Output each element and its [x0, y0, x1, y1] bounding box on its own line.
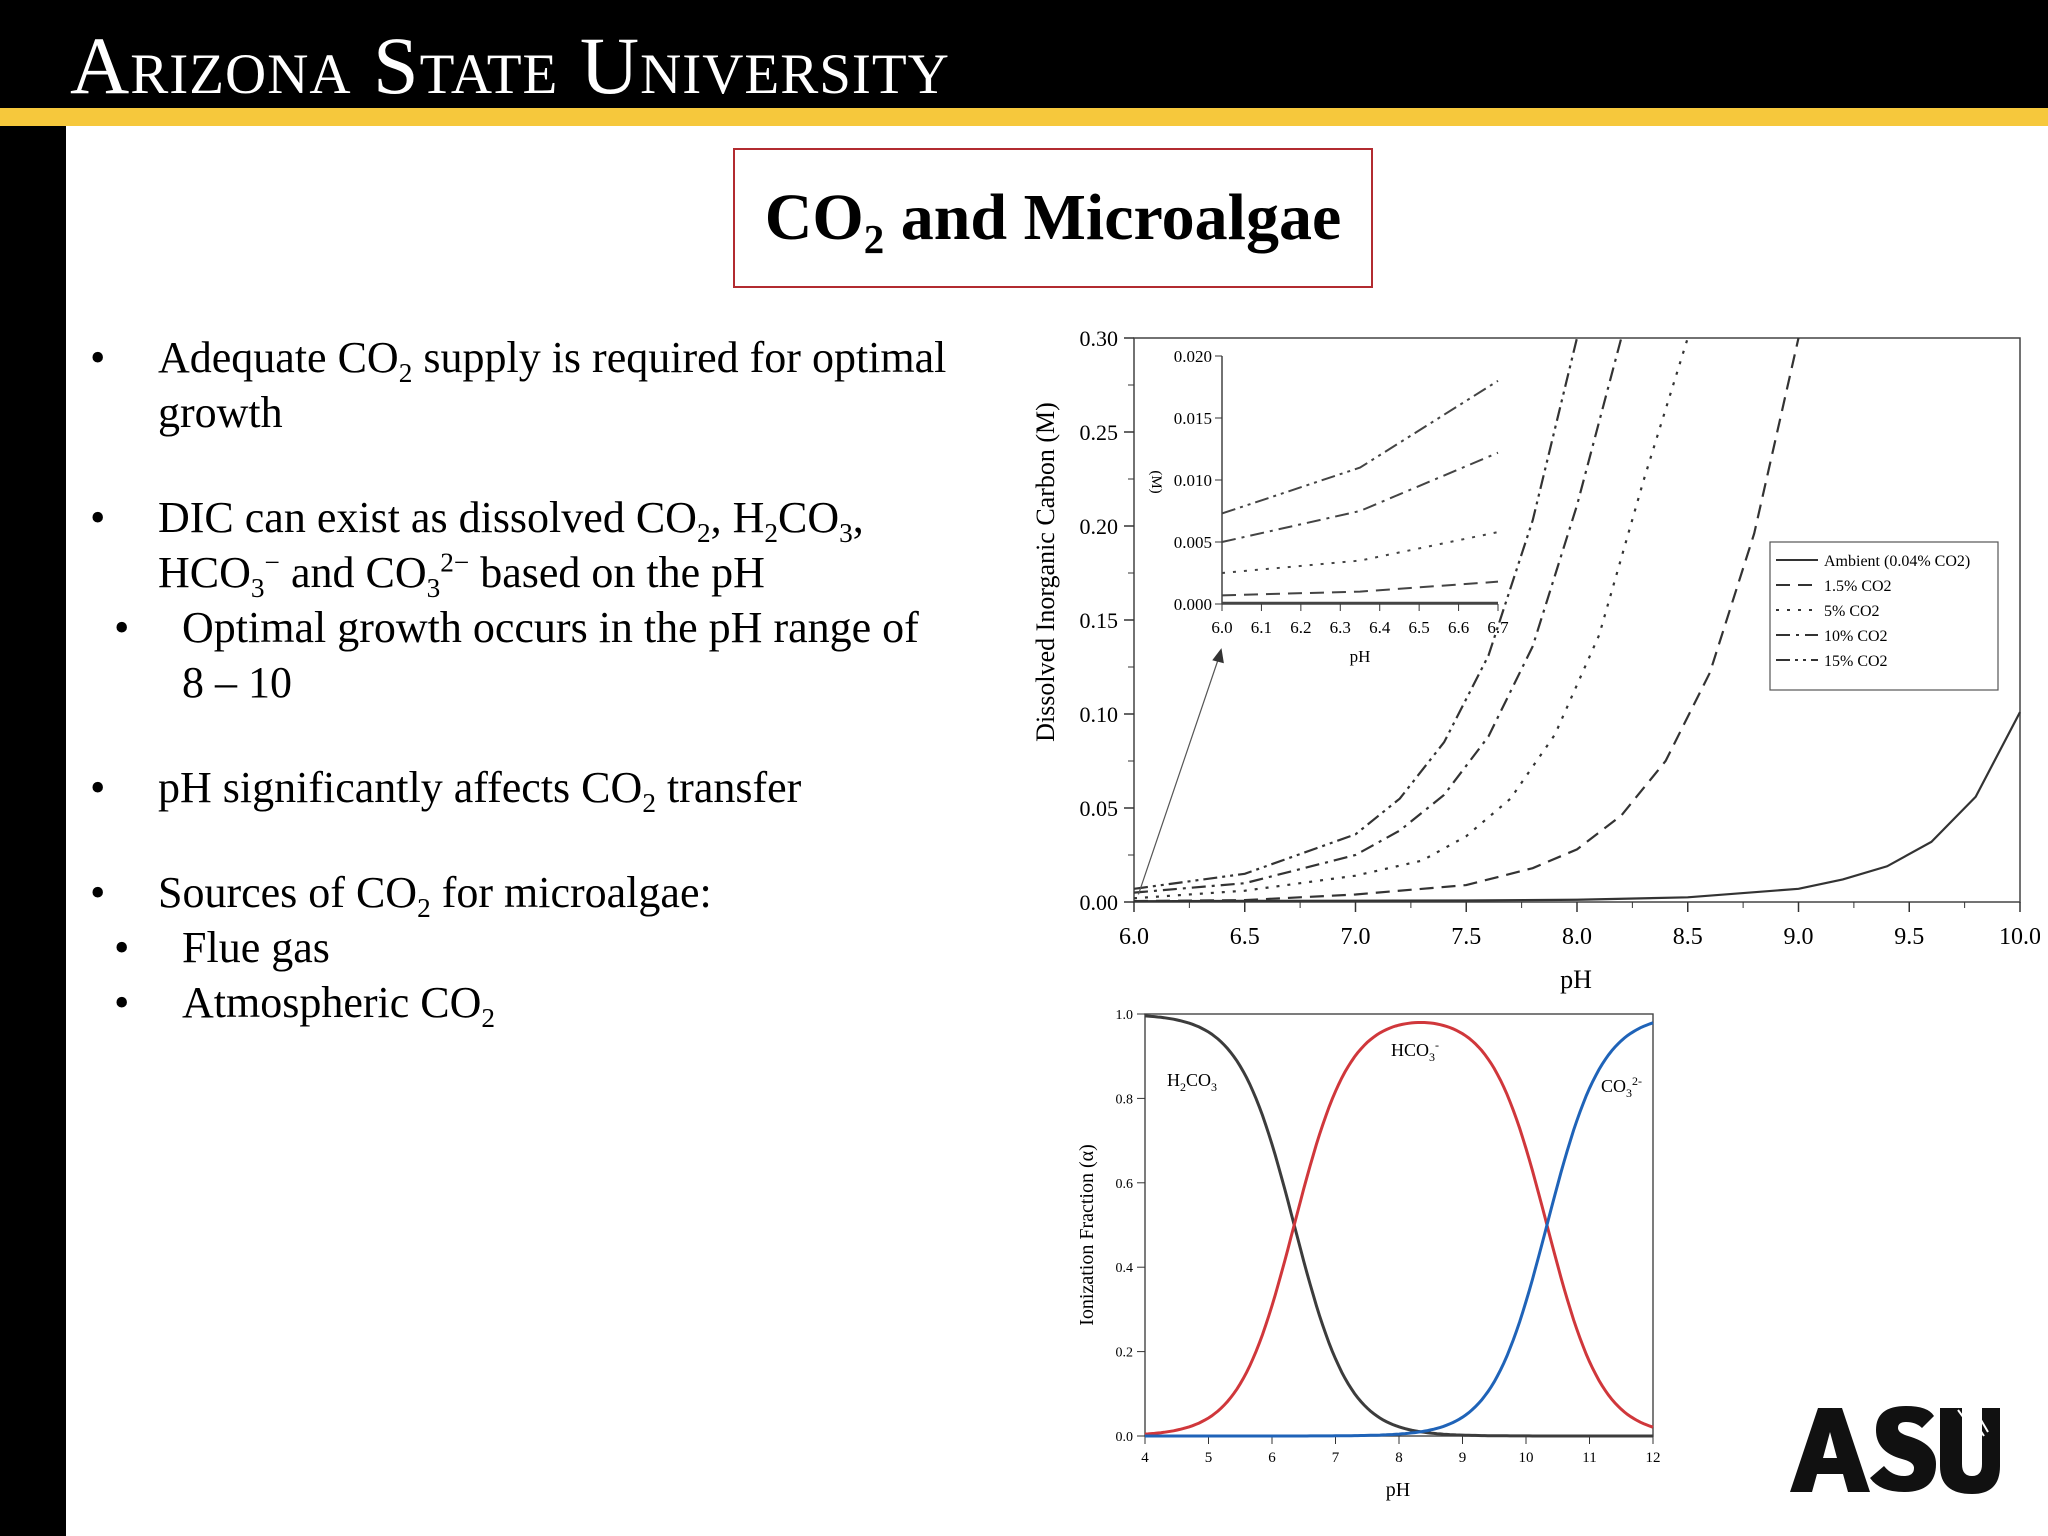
ion-x-axis-label: pH: [1386, 1479, 1410, 1501]
ion-x-tick-label: 12: [1646, 1450, 1661, 1466]
inset-x-tick-label: 6.5: [1409, 618, 1430, 637]
dic-legend-box: [1769, 541, 1999, 691]
hco3-label: HCO3-: [1391, 1038, 1439, 1064]
inset-x-tick-label: 6.1: [1251, 618, 1272, 637]
bullet-co2-supply: • Adequate CO2 supply is required for op…: [90, 333, 947, 437]
inset-x-tick-label: 6.0: [1211, 618, 1232, 637]
inset-x-axis-label: pH: [1350, 647, 1371, 666]
inset-y-tick-label: 0.010: [1174, 471, 1212, 490]
inset-pointer-arrow: [1137, 653, 1221, 895]
inset-y-axis-label: (M): [1148, 470, 1164, 493]
ion-y-tick-label: 0.0: [1116, 1430, 1134, 1445]
ion-series-line: [1145, 1021, 1654, 1438]
inset-y-tick-label: 0.020: [1174, 347, 1212, 366]
dic-legend-label: 1.5% CO2: [1824, 578, 1892, 595]
bullet-list: • Adequate CO2 supply is required for op…: [80, 330, 1000, 1031]
dic-y-tick-label: 0.10: [1080, 702, 1119, 727]
dic-x-tick-label: 7.5: [1451, 924, 1481, 950]
dic-series-line: [1133, 337, 1623, 894]
ion-y-tick-label: 1.0: [1116, 1008, 1134, 1023]
dic-series-line: [1133, 337, 1800, 903]
inset-x-tick-label: 6.3: [1330, 618, 1351, 637]
dic-x-tick-label: 6.5: [1230, 924, 1260, 950]
dic-series-line: [1133, 337, 1579, 890]
inset-y-tick-label: 0.015: [1174, 409, 1212, 428]
dic-legend-label: 15% CO2: [1824, 653, 1888, 670]
header-gold-stripe: [0, 108, 2048, 126]
h2co3-label: H2CO3: [1167, 1070, 1217, 1094]
inset-series-line: [1221, 580, 1499, 597]
dic-y-tick-label: 0.25: [1080, 420, 1119, 445]
ion-x-tick-label: 5: [1205, 1450, 1213, 1466]
dic-legend-label: Ambient (0.04% CO2): [1824, 553, 1970, 570]
dic-y-axis-label: Dissolved Inorganic Carbon (M): [1031, 402, 1060, 742]
dic-legend-label: 5% CO2: [1824, 603, 1880, 620]
inset-series-line: [1221, 451, 1499, 543]
slide-title-box: CO2 and Microalgae: [733, 148, 1373, 288]
asu-logo: [1790, 1406, 2000, 1494]
dic-series-line: [1133, 337, 1689, 900]
dic-x-axis-label: pH: [1560, 965, 1592, 994]
bullet-ph-transfer: • pH significantly affects CO2 transfer: [90, 763, 802, 818]
dic-y-tick-label: 0.20: [1080, 514, 1119, 539]
dic-x-tick-label: 7.0: [1341, 924, 1371, 950]
ion-x-tick-label: 4: [1141, 1450, 1149, 1466]
ion-x-tick-label: 8: [1395, 1450, 1403, 1466]
inset-y-tick-label: 0.005: [1174, 533, 1212, 552]
dic-x-tick-label: 8.5: [1673, 924, 1703, 950]
co3-label: CO32-: [1601, 1074, 1642, 1100]
ion-plot-frame: [1144, 1013, 1654, 1437]
university-wordmark: Arizona State University: [70, 20, 950, 111]
dic-y-tick-label: 0.30: [1080, 326, 1119, 351]
bullet-co2-sources: • Sources of CO2 for microalgae:: [90, 868, 712, 923]
inset-series-line: [1221, 379, 1499, 515]
bullet-dic-forms: • DIC can exist as dissolved CO2, H2CO3,…: [90, 493, 864, 603]
ion-y-axis-label: Ionization Fraction (α): [1076, 1144, 1098, 1326]
ion-series-line: [1144, 1014, 1653, 1438]
inset-x-tick-label: 6.7: [1487, 618, 1509, 637]
ion-x-tick-label: 7: [1332, 1450, 1340, 1466]
ion-x-tick-label: 6: [1268, 1450, 1276, 1466]
dic-series-line: [1133, 711, 2021, 903]
dic-x-tick-label: 9.0: [1784, 924, 1814, 950]
dic-vs-ph-chart: 6.0 6.5 7.0 7.5 8.0 8.5 9.0 9.5 10.0 0.00 0.05 0.10…: [1031, 326, 2040, 994]
inset-y-tick-label: 0.000: [1174, 595, 1212, 614]
inset-x-tick-label: 6.2: [1290, 618, 1311, 637]
ion-x-tick-label: 9: [1459, 1450, 1467, 1466]
ion-x-tick-label: 10: [1519, 1450, 1534, 1466]
inset-series-line: [1221, 531, 1499, 574]
ion-series-line: [1144, 1021, 1654, 1436]
subbullet-atmospheric-co2: • Atmospheric CO2: [114, 978, 496, 1033]
inset-x-tick-label: 6.6: [1448, 618, 1469, 637]
header-bar: [0, 0, 2048, 108]
dic-x-tick-label: 6.0: [1119, 924, 1149, 950]
ion-y-tick-label: 0.8: [1116, 1092, 1134, 1107]
dic-y-tick-label: 0.05: [1080, 796, 1119, 821]
ion-y-tick-label: 0.6: [1116, 1177, 1134, 1192]
ion-y-tick-label: 0.4: [1116, 1261, 1134, 1276]
dic-legend-label: 10% CO2: [1824, 628, 1888, 645]
slide-title: CO2 and Microalgae: [764, 181, 1342, 263]
dic-x-tick-label: 8.0: [1562, 924, 1592, 950]
subbullet-flue-gas: • Flue gas: [114, 923, 330, 972]
ionization-fraction-chart: 4 5 6 7 8 9 10 11 12 0.0 0.2 0.4 0.6 0.8 1.0 pH Ioniza…: [1076, 1008, 1661, 1501]
ion-x-tick-label: 11: [1582, 1450, 1596, 1466]
dic-y-tick-label: 0.00: [1080, 890, 1119, 915]
left-black-bar: [0, 126, 66, 1536]
dic-y-tick-label: 0.15: [1080, 608, 1119, 633]
dic-x-tick-label: 10.0: [1999, 924, 2040, 950]
dic-x-tick-label: 9.5: [1894, 924, 1924, 950]
ion-y-tick-label: 0.2: [1116, 1346, 1134, 1361]
inset-pointer-arrowhead: [1212, 648, 1224, 664]
inset-x-tick-label: 6.4: [1369, 618, 1391, 637]
subbullet-optimal-ph: • Optimal growth occurs in the pH range …: [114, 603, 919, 707]
